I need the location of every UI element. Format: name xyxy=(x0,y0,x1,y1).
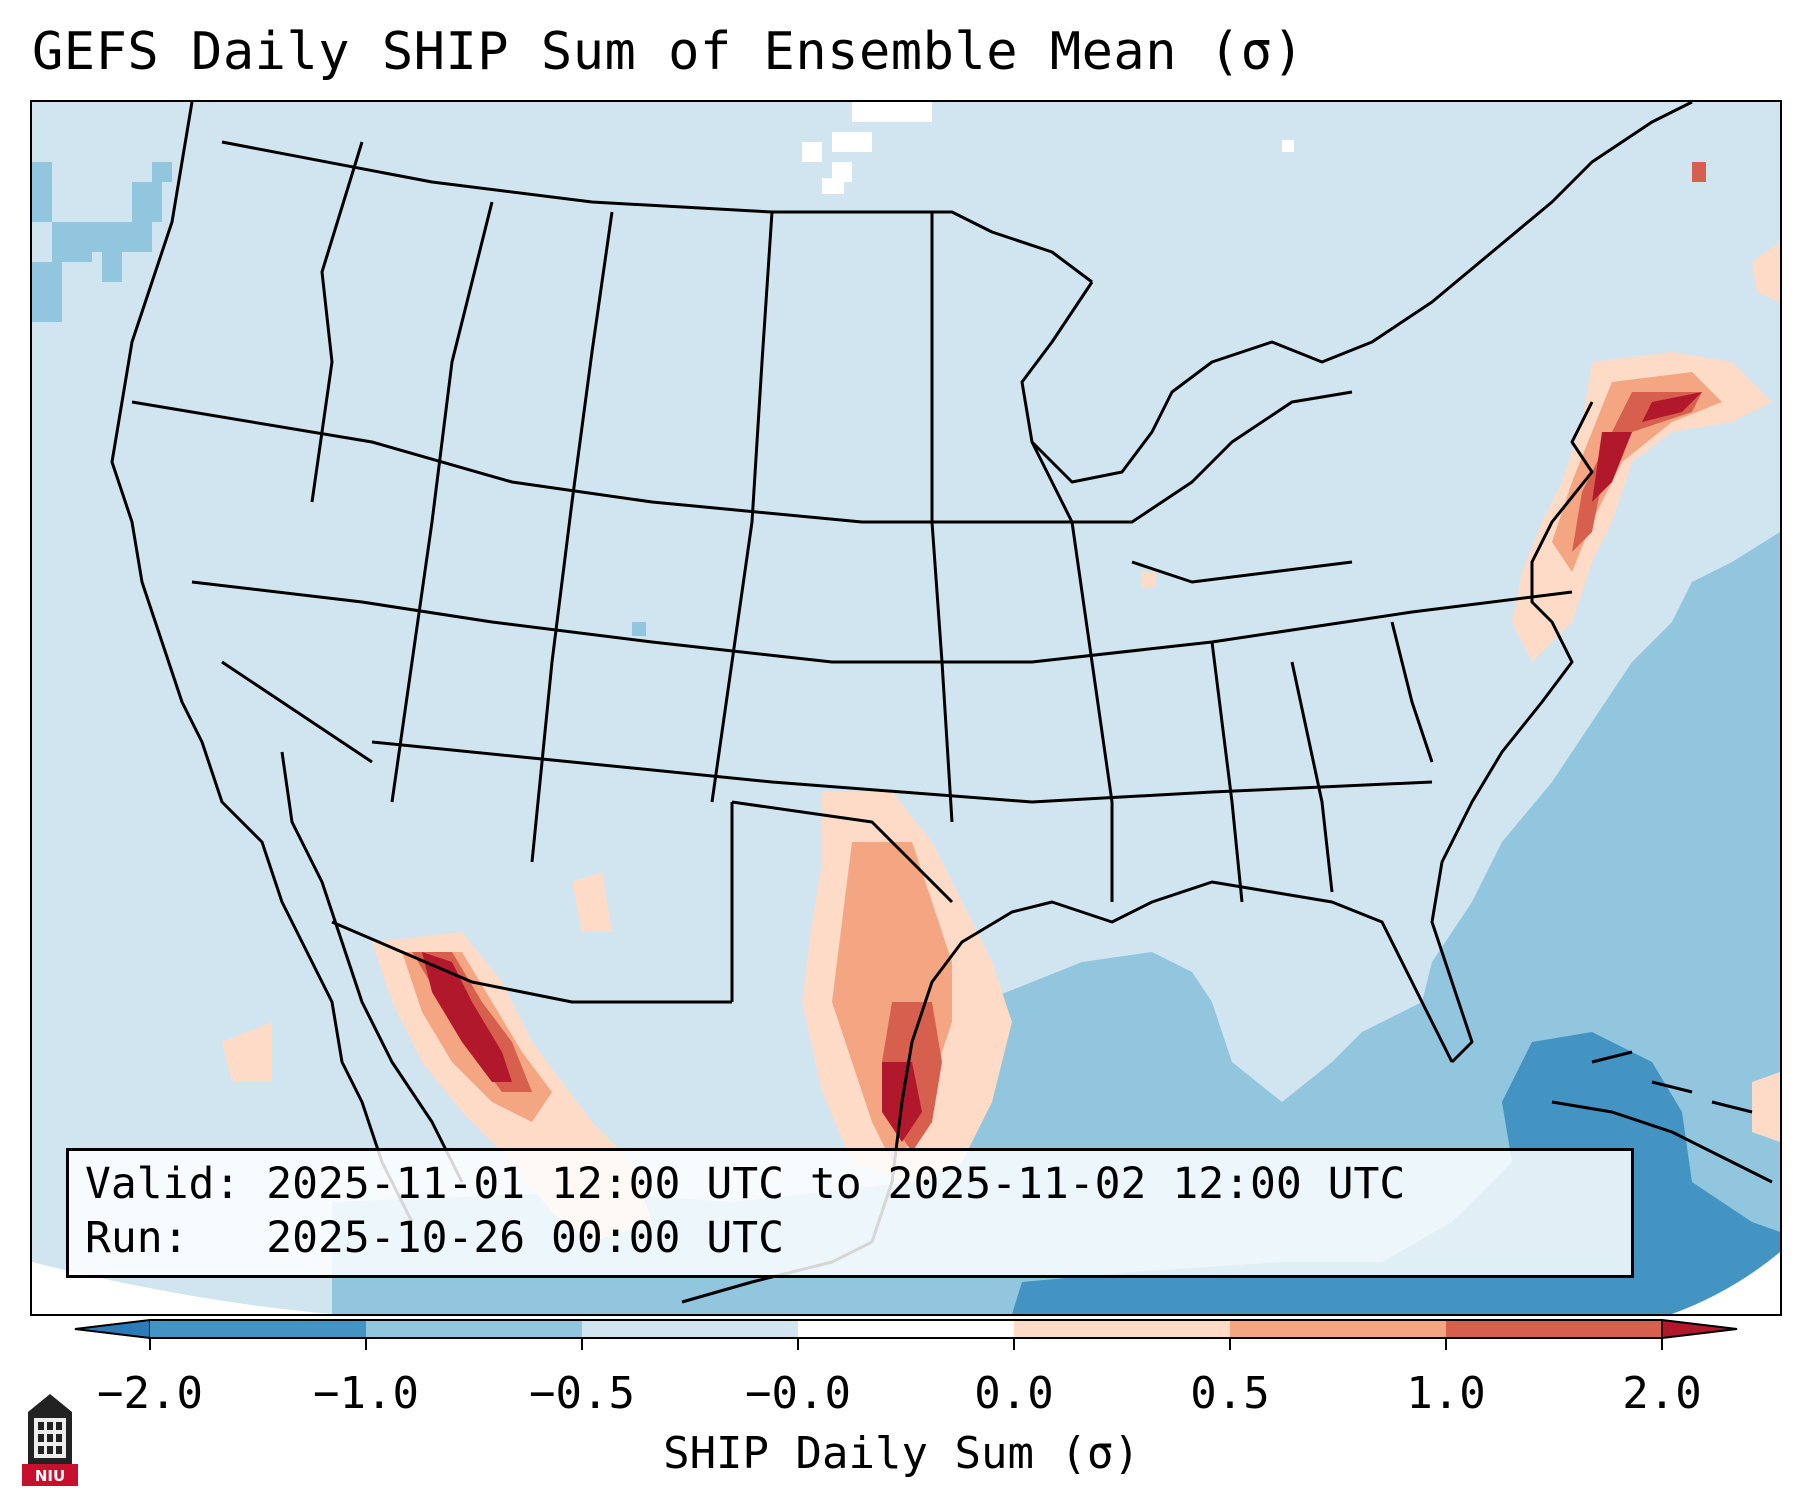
colorbar-tick-label: −1.0 xyxy=(313,1368,419,1419)
projection-edge-right xyxy=(1672,1252,1780,1314)
colorbar-tick-label: 2.0 xyxy=(1622,1368,1702,1419)
missing-patches xyxy=(802,102,1294,194)
boundaries xyxy=(110,102,1773,1304)
colorbar-segment xyxy=(150,1320,366,1338)
colorbar-tick-label: −0.5 xyxy=(529,1368,635,1419)
valid-run-box: Valid: 2025-11-01 12:00 UTC to 2025-11-0… xyxy=(66,1148,1634,1278)
pacific-patches xyxy=(32,162,646,636)
university-tower-icon: NIU xyxy=(22,1394,78,1486)
valid-value: 2025-11-01 12:00 UTC to 2025-11-02 12:00… xyxy=(266,1159,1406,1209)
atlantic-anomaly xyxy=(332,532,1780,1314)
colorbar-segment xyxy=(798,1320,1014,1338)
valid-label: Valid: xyxy=(85,1159,241,1209)
colorbar-tick-label: 1.0 xyxy=(1406,1368,1486,1419)
logo-text: NIU xyxy=(35,1467,65,1485)
colorbar-tick-label: 0.5 xyxy=(1190,1368,1270,1419)
colorbar-segment xyxy=(1230,1320,1446,1338)
colorbar-segment xyxy=(1446,1320,1662,1338)
run-value: 2025-10-26 00:00 UTC xyxy=(266,1213,784,1263)
colorbar-segment xyxy=(582,1320,798,1338)
colorbar-extend-low xyxy=(74,1319,151,1339)
projection-edge-left xyxy=(32,1262,332,1314)
colorbar-tick-label: −2.0 xyxy=(97,1368,203,1419)
colorbar-tick-label: −0.0 xyxy=(745,1368,851,1419)
northeast-plume xyxy=(1142,162,1780,662)
colorbar-segment xyxy=(1014,1320,1230,1338)
run-label: Run: xyxy=(85,1213,189,1263)
caribbean-positive xyxy=(1752,1072,1780,1142)
colorbar-label: SHIP Daily Sum (σ) xyxy=(663,1428,1140,1479)
colorbar-segment xyxy=(366,1320,582,1338)
colorbar-extend-high xyxy=(1661,1319,1738,1339)
map-title: GEFS Daily SHIP Sum of Ensemble Mean (σ) xyxy=(32,22,1305,82)
colorbar-tick-label: 0.0 xyxy=(974,1368,1054,1419)
